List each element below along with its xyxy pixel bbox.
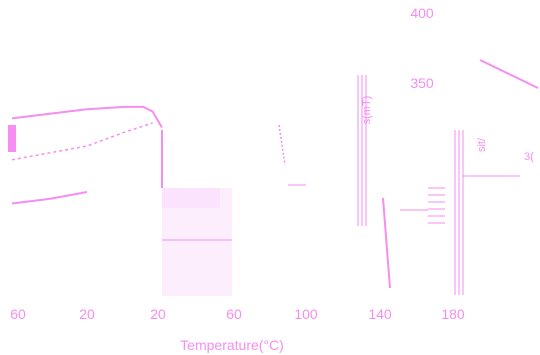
series-layer [11, 105, 163, 205]
series-line-3 [11, 191, 88, 205]
hatched-block [400, 187, 445, 224]
labels-layer: 400 350 60 20 20 60 100 140 180 Temperat… [10, 5, 534, 353]
shaded-region-top [162, 188, 220, 208]
chart-decor [8, 59, 539, 296]
steep-line [382, 197, 391, 289]
y-label-fragment: s(mT) [361, 96, 373, 125]
top-right-line [479, 59, 539, 89]
x-tick-4: 60 [226, 306, 242, 322]
x-axis-title: Temperature(°C) [180, 337, 284, 353]
x-tick-5: 100 [294, 306, 318, 322]
x-tick-1: 60 [10, 306, 26, 322]
x-tick-3: 20 [150, 306, 166, 322]
y-tick-right-2: 350 [410, 75, 434, 91]
x-tick-6: 140 [368, 306, 392, 322]
right-fragment: 3( [524, 151, 534, 163]
series-line-2 [11, 122, 153, 161]
x-tick-2: 20 [79, 306, 95, 322]
center-fragment-line [278, 124, 286, 166]
y-label-fragment-2: sit/ [476, 137, 488, 152]
x-tick-7: 180 [441, 306, 465, 322]
series-line-1 [11, 105, 163, 129]
left-marker [8, 125, 16, 152]
y-tick-right-1: 400 [410, 5, 434, 21]
